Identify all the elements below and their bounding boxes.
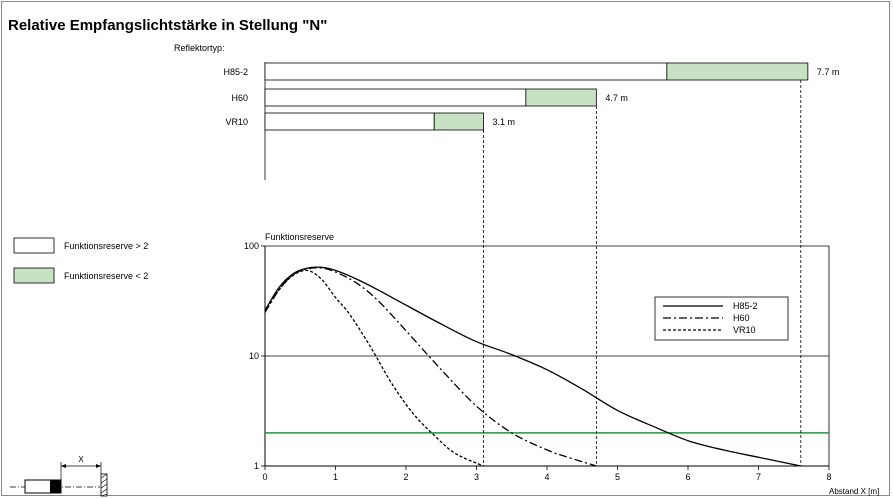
y-tick-label: 10 [249, 351, 259, 361]
y-axis-title: Funktionsreserve [265, 232, 334, 242]
curve-group [265, 266, 801, 466]
x-tick-label: 1 [333, 472, 338, 482]
series-line-h85-2 [265, 266, 801, 466]
x-tick-label: 4 [544, 472, 549, 482]
x-axis-title: Abstand X [m] [829, 487, 879, 496]
x-tick-label: 8 [826, 472, 831, 482]
sensor-reflector-diagram: X [10, 455, 108, 497]
bar-segment-reserve-low [433, 112, 484, 131]
x-tick-label: 2 [403, 472, 408, 482]
bar-category-label: H85-2 [223, 67, 248, 77]
line-legend-label: VR10 [733, 325, 756, 335]
legend-label: Funktionsreserve > 2 [64, 241, 148, 251]
x-tick-label: 7 [756, 472, 761, 482]
bar-segment-reserve-high [264, 88, 527, 107]
sensor-lens-icon [50, 480, 61, 493]
x-tick-label: 0 [262, 472, 267, 482]
legend-swatch [13, 237, 55, 254]
series-line-h60 [265, 267, 597, 466]
line-legend-label: H85-2 [733, 301, 758, 311]
bar-category-label: H60 [231, 93, 248, 103]
series-line-vr10 [265, 269, 484, 466]
bar-segment-reserve-low [666, 62, 809, 81]
reflector-hatch-icon [100, 473, 108, 497]
line-legend: H85-2 H60 VR10 [654, 296, 789, 341]
y-tick-label: 100 [244, 241, 259, 251]
reserve-legend: Funktionsreserve > 2 Funktionsreserve < 2 [13, 237, 148, 284]
reflector-icon [100, 473, 108, 497]
legend-swatch [13, 267, 55, 284]
line-legend-label: H60 [733, 313, 750, 323]
line-legend-box [654, 296, 789, 341]
bar-range-label: 3.1 m [493, 117, 516, 127]
bar-range-label: 7.7 m [817, 67, 840, 77]
distance-x-label: X [78, 455, 84, 464]
bar-range-label: 4.7 m [605, 93, 628, 103]
range-bar-chart: H85-2 7.7 m H60 4.7 m VR10 3.1 m [223, 62, 839, 180]
x-tick-label: 3 [474, 472, 479, 482]
y-tick-label: 1 [254, 461, 259, 471]
range-guide-lines [483, 80, 802, 466]
figure-title: Relative Empfangslichtstärke in Stellung… [8, 17, 328, 34]
bar-segment-reserve-high [264, 62, 668, 81]
bar-segment-reserve-high [264, 112, 435, 131]
x-tick-label: 6 [685, 472, 690, 482]
bar-category-label: VR10 [225, 117, 248, 127]
reflector-type-label: Reflektortyp: [174, 43, 225, 53]
bar-segment-reserve-low [525, 88, 597, 107]
legend-label: Funktionsreserve < 2 [64, 271, 148, 281]
x-tick-label: 5 [615, 472, 620, 482]
